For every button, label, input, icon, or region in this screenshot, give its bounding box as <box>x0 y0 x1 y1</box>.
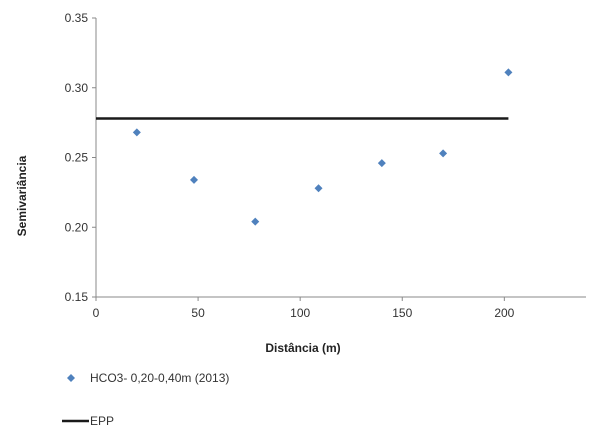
series-layer <box>96 68 513 226</box>
legend-marker-diamond <box>67 374 75 382</box>
data-point <box>132 128 141 137</box>
data-point <box>251 217 260 226</box>
x-tick-label: 100 <box>290 306 310 320</box>
data-point <box>439 149 448 158</box>
x-tick-label: 200 <box>494 306 514 320</box>
x-tick-label: 50 <box>191 306 205 320</box>
y-tick-label: 0.35 <box>65 11 89 25</box>
legend-label-epp: EPP <box>90 414 114 428</box>
data-point <box>190 175 198 184</box>
x-tick-label: 150 <box>392 306 412 320</box>
legend-label-points: HCO3- 0,20-0,40m (2013) <box>90 371 229 385</box>
y-tick-label: 0.30 <box>65 81 89 95</box>
y-axis-title: Semivariância <box>15 155 29 236</box>
y-tick-label: 0.20 <box>65 220 89 234</box>
axes: 0.15 0.20 0.25 0.30 0.35 0 50 100 150 200 <box>65 11 586 320</box>
data-point <box>377 159 386 168</box>
data-point <box>314 184 323 193</box>
x-axis-title: Distância (m) <box>265 341 340 355</box>
x-tick-label: 0 <box>93 306 100 320</box>
legend: HCO3- 0,20-0,40m (2013) EPP <box>62 371 229 428</box>
data-point <box>504 68 513 77</box>
y-tick-label: 0.15 <box>65 290 89 304</box>
y-tick-label: 0.25 <box>65 151 89 165</box>
